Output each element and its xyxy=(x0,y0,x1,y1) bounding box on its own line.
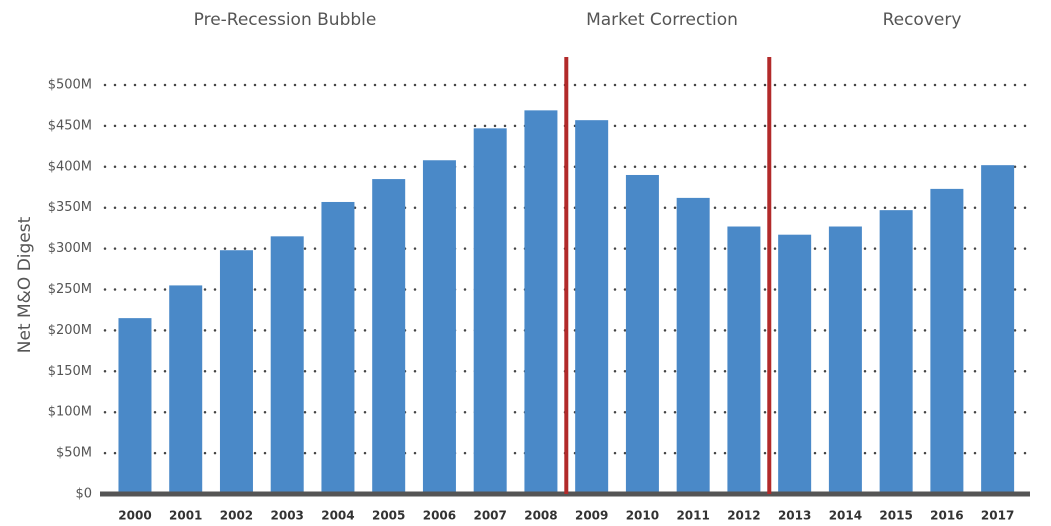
y-tick-label: $200M xyxy=(48,323,92,338)
section-label: Pre-Recession Bubble xyxy=(194,10,377,30)
x-tick-label: 2013 xyxy=(778,509,811,523)
bar xyxy=(219,250,253,494)
x-tick-label: 2008 xyxy=(524,509,557,523)
x-tick-label: 2001 xyxy=(169,509,202,523)
y-tick-label: $300M xyxy=(48,241,92,256)
x-tick-label: 2006 xyxy=(423,509,456,523)
y-tick-label: $0 xyxy=(75,487,92,502)
bar xyxy=(727,226,761,494)
bar xyxy=(270,236,304,494)
bar xyxy=(118,318,152,494)
x-tick-label: 2003 xyxy=(271,509,304,523)
x-tick-label: 2017 xyxy=(981,509,1014,523)
section-label: Market Correction xyxy=(586,10,738,30)
bar xyxy=(524,110,558,494)
bar xyxy=(828,226,862,494)
y-tick-label: $400M xyxy=(48,159,92,174)
x-tick-label: 2000 xyxy=(118,509,151,523)
bar xyxy=(422,160,456,495)
x-tick-label: 2009 xyxy=(575,509,608,523)
x-tick-label: 2012 xyxy=(727,509,760,523)
y-tick-label: $500M xyxy=(48,78,92,93)
x-tick-label: 2014 xyxy=(829,509,862,523)
bar xyxy=(981,165,1015,494)
bar xyxy=(676,197,710,494)
x-tick-label: 2007 xyxy=(473,509,506,523)
bar xyxy=(321,201,355,494)
x-tick-label: 2015 xyxy=(879,509,912,523)
x-tick-label: 2016 xyxy=(930,509,963,523)
y-tick-label: $150M xyxy=(48,364,92,379)
y-tick-label: $250M xyxy=(48,282,92,297)
y-tick-label: $50M xyxy=(56,446,92,461)
x-tick-label: 2011 xyxy=(676,509,709,523)
y-axis-label: Net M&O Digest xyxy=(15,216,35,353)
x-tick-label: 2002 xyxy=(220,509,253,523)
x-tick-label: 2010 xyxy=(626,509,659,523)
bar xyxy=(879,210,913,495)
bar xyxy=(778,234,812,494)
x-tick-label: 2004 xyxy=(321,509,354,523)
bar xyxy=(169,285,203,494)
y-tick-label: $350M xyxy=(48,200,92,215)
bar xyxy=(625,174,659,495)
y-tick-label: $450M xyxy=(48,118,92,133)
x-tick-label: 2005 xyxy=(372,509,405,523)
bar xyxy=(575,120,609,494)
bar xyxy=(372,179,406,494)
y-tick-label: $100M xyxy=(48,405,92,420)
section-label: Recovery xyxy=(883,10,962,30)
bar xyxy=(930,188,964,495)
bar xyxy=(473,128,507,494)
